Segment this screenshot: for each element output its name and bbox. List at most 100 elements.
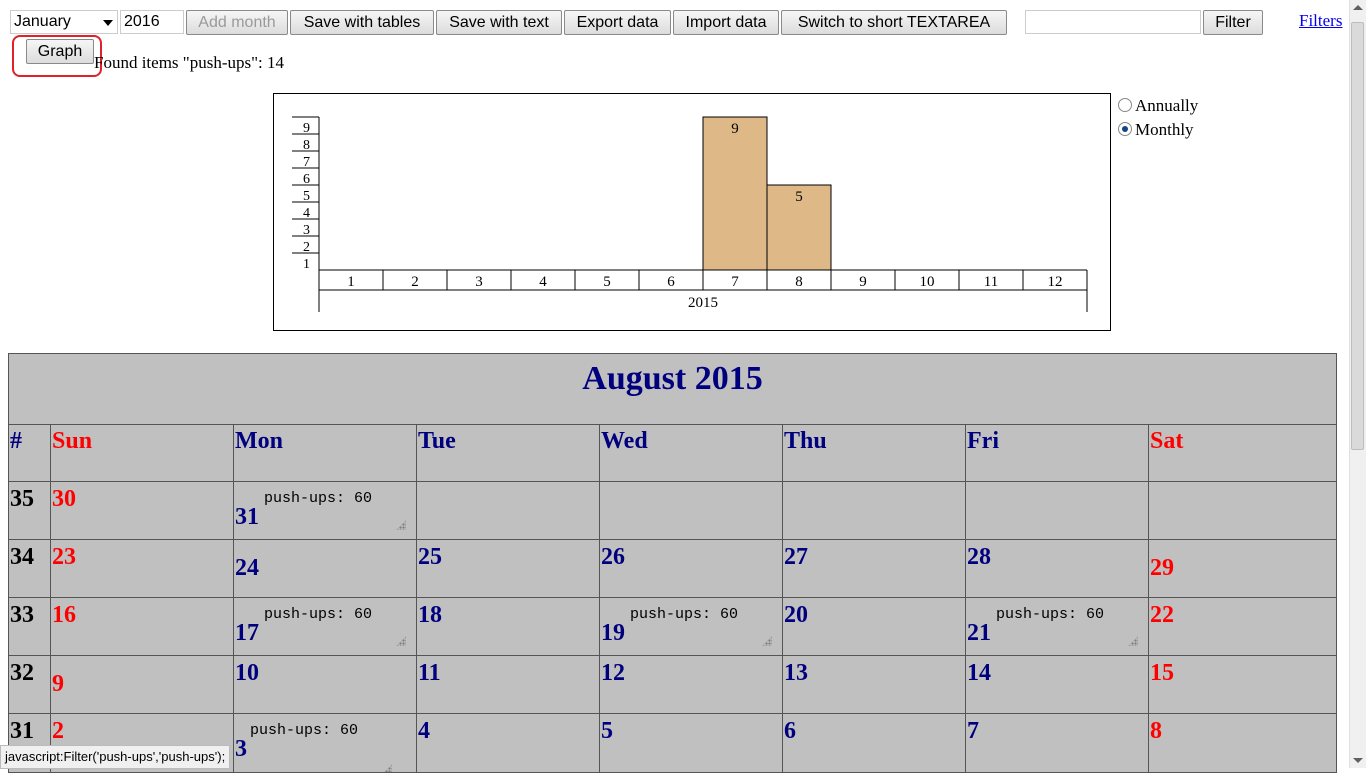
day-cell[interactable]: 4 xyxy=(417,714,600,772)
resize-grip-icon[interactable] xyxy=(1128,636,1138,646)
graph-button[interactable]: Graph xyxy=(26,39,94,64)
scroll-down-icon[interactable] xyxy=(1353,758,1363,763)
day-cell[interactable]: 25 xyxy=(417,540,600,598)
day-note-textarea[interactable]: push-ups: 60 xyxy=(996,606,1105,623)
day-number[interactable]: 24 xyxy=(235,555,259,581)
day-note-textarea[interactable]: push-ups: 60 xyxy=(250,722,359,739)
day-cell[interactable]: 26 xyxy=(600,540,783,598)
monthly-radio[interactable] xyxy=(1118,122,1132,136)
scroll-up-icon[interactable] xyxy=(1353,5,1363,10)
day-number[interactable]: 23 xyxy=(52,544,76,570)
resize-grip-icon[interactable] xyxy=(396,520,406,530)
day-cell[interactable]: 18 xyxy=(417,598,600,656)
day-number[interactable]: 18 xyxy=(418,602,442,628)
filter-button[interactable]: Filter xyxy=(1203,10,1263,35)
day-number[interactable]: 9 xyxy=(52,671,64,697)
annually-radio[interactable] xyxy=(1118,98,1132,112)
day-number[interactable]: 3 xyxy=(235,736,247,762)
day-cell[interactable]: 11 xyxy=(417,656,600,714)
x-tick-label: 6 xyxy=(667,274,675,290)
filter-input[interactable] xyxy=(1025,10,1201,34)
export-data-button[interactable]: Export data xyxy=(564,10,671,35)
day-number[interactable]: 7 xyxy=(967,718,979,744)
day-number[interactable]: 4 xyxy=(418,718,430,744)
day-number[interactable]: 21 xyxy=(967,620,991,646)
resize-grip-icon[interactable] xyxy=(382,764,392,772)
month-select[interactable]: January xyxy=(10,10,118,34)
day-number[interactable]: 16 xyxy=(52,602,76,628)
annually-option[interactable]: Annually xyxy=(1118,96,1198,116)
day-number[interactable]: 12 xyxy=(601,660,625,686)
bar xyxy=(766,184,832,271)
day-cell[interactable]: 15 xyxy=(1149,656,1336,714)
day-cell[interactable]: 12 xyxy=(600,656,783,714)
day-cell[interactable]: 2 xyxy=(51,714,234,772)
day-cell[interactable]: 9 xyxy=(51,656,234,714)
day-cell[interactable]: 10 xyxy=(234,656,417,714)
day-number[interactable]: 11 xyxy=(418,660,441,686)
filters-link[interactable]: Filters xyxy=(1299,11,1343,30)
save-with-text-button[interactable]: Save with text xyxy=(436,10,562,35)
day-cell[interactable]: 19 push-ups: 60 xyxy=(600,598,783,656)
header-week: # xyxy=(9,424,51,482)
save-with-tables-button[interactable]: Save with tables xyxy=(290,10,434,35)
day-number[interactable]: 28 xyxy=(967,544,991,570)
day-cell[interactable]: 3 push-ups: 60 xyxy=(234,714,417,772)
day-number[interactable]: 25 xyxy=(418,544,442,570)
day-number[interactable]: 10 xyxy=(235,660,259,686)
day-number[interactable]: 30 xyxy=(52,486,76,512)
day-cell[interactable]: 16 xyxy=(51,598,234,656)
day-number[interactable]: 27 xyxy=(784,544,808,570)
calendar-week-row: 34 23 24 25 26 27 28 29 xyxy=(9,539,1336,598)
day-number[interactable]: 5 xyxy=(601,718,613,744)
day-note-textarea[interactable]: push-ups: 60 xyxy=(630,606,739,623)
chevron-down-icon xyxy=(103,20,113,26)
header-tue: Tue xyxy=(417,424,600,482)
day-cell[interactable]: 27 xyxy=(783,540,966,598)
add-month-button[interactable]: Add month xyxy=(186,10,288,35)
day-number[interactable]: 2 xyxy=(52,718,64,744)
day-cell xyxy=(1149,482,1336,540)
day-note-textarea[interactable]: push-ups: 60 xyxy=(264,490,373,507)
x-tick-label: 2 xyxy=(411,274,419,290)
day-cell[interactable]: 6 xyxy=(783,714,966,772)
day-number[interactable]: 8 xyxy=(1150,718,1162,744)
day-cell[interactable]: 20 xyxy=(783,598,966,656)
day-number[interactable]: 29 xyxy=(1150,555,1174,581)
day-cell[interactable]: 21 push-ups: 60 xyxy=(966,598,1149,656)
day-cell[interactable]: 7 xyxy=(966,714,1149,772)
switch-textarea-button[interactable]: Switch to short TEXTAREA xyxy=(781,10,1007,35)
day-cell[interactable]: 31 push-ups: 60 xyxy=(234,482,417,540)
scrollbar-thumb[interactable] xyxy=(1351,22,1364,450)
day-number[interactable]: 15 xyxy=(1150,660,1174,686)
day-cell[interactable]: 30 xyxy=(51,482,234,540)
monthly-option[interactable]: Monthly xyxy=(1118,120,1194,140)
day-cell[interactable]: 17 push-ups: 60 xyxy=(234,598,417,656)
calendar-week-row: 33 16 17 push-ups: 60 18 19 push-ups: 60 20 21 pu… xyxy=(9,597,1336,656)
day-cell[interactable]: 13 xyxy=(783,656,966,714)
day-number[interactable]: 6 xyxy=(784,718,796,744)
import-data-button[interactable]: Import data xyxy=(673,10,779,35)
day-number[interactable]: 31 xyxy=(235,504,259,530)
resize-grip-icon[interactable] xyxy=(396,636,406,646)
day-cell[interactable]: 14 xyxy=(966,656,1149,714)
day-cell[interactable]: 29 xyxy=(1149,540,1336,598)
day-cell[interactable]: 22 xyxy=(1149,598,1336,656)
day-number[interactable]: 22 xyxy=(1150,602,1174,628)
resize-grip-icon[interactable] xyxy=(762,636,772,646)
day-cell[interactable]: 8 xyxy=(1149,714,1336,772)
y-tick-label: 3 xyxy=(303,223,310,238)
week-number: 34 xyxy=(9,540,51,598)
day-number[interactable]: 17 xyxy=(235,620,259,646)
day-number[interactable]: 13 xyxy=(784,660,808,686)
day-number[interactable]: 19 xyxy=(601,620,625,646)
day-number[interactable]: 26 xyxy=(601,544,625,570)
day-cell[interactable]: 28 xyxy=(966,540,1149,598)
day-cell[interactable]: 23 xyxy=(51,540,234,598)
day-cell[interactable]: 24 xyxy=(234,540,417,598)
day-number[interactable]: 14 xyxy=(967,660,991,686)
day-note-textarea[interactable]: push-ups: 60 xyxy=(264,606,373,623)
year-input[interactable]: 2016 xyxy=(120,10,184,34)
day-cell[interactable]: 5 xyxy=(600,714,783,772)
day-number[interactable]: 20 xyxy=(784,602,808,628)
